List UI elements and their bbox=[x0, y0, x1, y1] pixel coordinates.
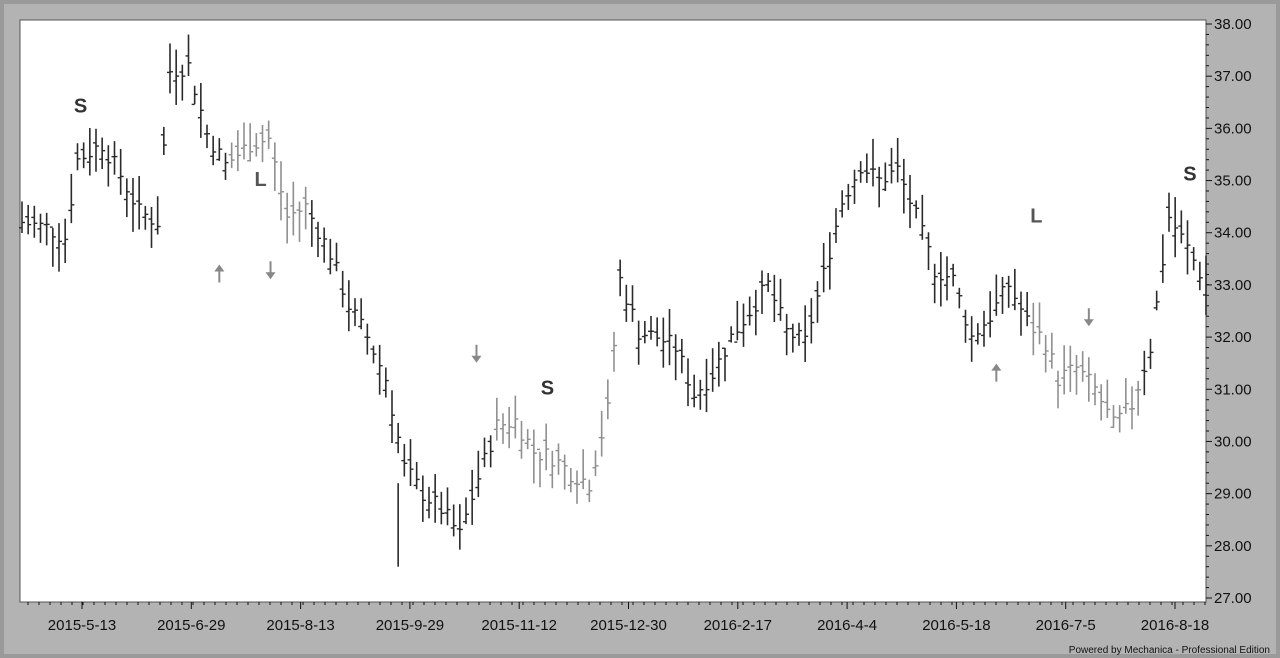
sell-arrowhead-icon bbox=[1083, 319, 1094, 327]
sell-arrowhead-icon bbox=[265, 272, 276, 280]
buy-arrowhead-icon bbox=[214, 264, 225, 272]
signal-label: L bbox=[255, 169, 267, 191]
x-tick-label: 2015-9-29 bbox=[376, 617, 444, 634]
signal-label: L bbox=[1030, 205, 1042, 227]
price-chart: 27.00 28.00 29.00 30.00 31.00 32.00 33.00 34.00… bbox=[19, 16, 1252, 634]
chart-frame: 27.00 28.00 29.00 30.00 31.00 32.00 33.00 34.00… bbox=[4, 4, 1276, 654]
y-tick-label: 30.00 bbox=[1214, 433, 1252, 450]
x-tick-label: 2015-11-12 bbox=[481, 617, 557, 634]
x-tick-label: 2015-8-13 bbox=[266, 617, 334, 634]
sell-arrowhead-icon bbox=[471, 355, 482, 363]
x-tick-label: 2015-5-13 bbox=[48, 617, 116, 634]
x-tick-label: 2016-4-4 bbox=[817, 617, 877, 634]
y-tick-label: 27.00 bbox=[1214, 590, 1252, 607]
y-tick-label: 37.00 bbox=[1214, 68, 1252, 85]
x-tick-label: 2015-12-30 bbox=[590, 617, 667, 634]
x-tick-label: 2015-6-29 bbox=[157, 617, 225, 634]
x-tick-label: 2016-5-18 bbox=[922, 617, 990, 634]
signal-label: S bbox=[74, 96, 87, 118]
plot-area bbox=[19, 19, 1207, 603]
y-tick-label: 33.00 bbox=[1214, 277, 1252, 294]
y-tick-label: 38.00 bbox=[1214, 16, 1252, 33]
signal-label: S bbox=[1183, 164, 1196, 186]
y-tick-label: 36.00 bbox=[1214, 120, 1252, 137]
y-tick-label: 31.00 bbox=[1214, 381, 1252, 398]
x-tick-label: 2016-8-18 bbox=[1141, 617, 1209, 634]
x-tick-label: 2016-7-5 bbox=[1036, 617, 1096, 634]
signal-label: S bbox=[541, 377, 554, 399]
y-tick-label: 28.00 bbox=[1214, 538, 1252, 555]
y-tick-label: 32.00 bbox=[1214, 329, 1252, 346]
x-tick-label: 2016-2-17 bbox=[704, 617, 772, 634]
y-tick-label: 34.00 bbox=[1214, 225, 1252, 242]
y-tick-label: 29.00 bbox=[1214, 486, 1252, 503]
buy-arrowhead-icon bbox=[991, 363, 1002, 371]
y-tick-label: 35.00 bbox=[1214, 173, 1252, 190]
footer-credit: Powered by Mechanica - Professional Edit… bbox=[1068, 645, 1270, 656]
